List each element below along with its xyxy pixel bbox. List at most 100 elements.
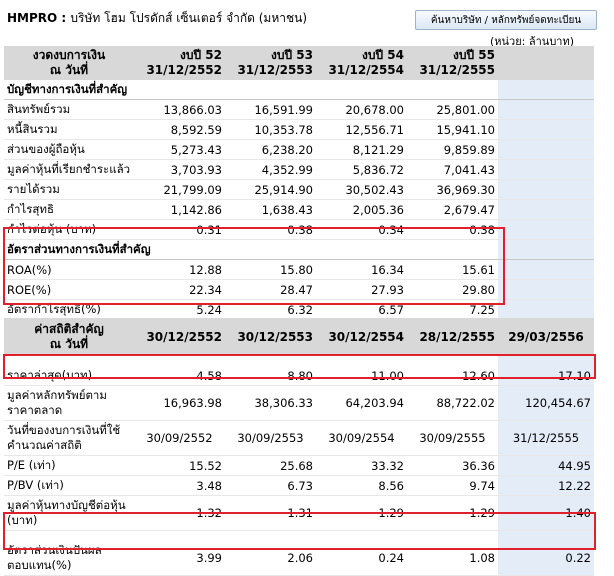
- column-header: งบปี 53 31/12/2553: [225, 46, 316, 80]
- empty-cell: [498, 530, 594, 541]
- table-cell: 4.58: [134, 366, 225, 386]
- empty-cell: [4, 356, 498, 366]
- table-cell: 64,203.94: [316, 385, 407, 421]
- table-cell: 2.06: [225, 541, 316, 576]
- table-row: ROE(%) 22.34 28.47 27.93 29.80: [4, 279, 594, 300]
- empty-cell: [498, 239, 594, 260]
- table-cell: 4,352.99: [225, 159, 316, 180]
- table-cell: อัตราส่วนเงินปันผลตอบแทน(%): [4, 541, 134, 576]
- table-cell: 16.34: [316, 259, 407, 280]
- table-cell: 0.38: [407, 219, 498, 240]
- table-cell: 120,454.67: [498, 385, 594, 421]
- header-text: 31/12/2554: [328, 63, 404, 77]
- title-bar: HMPRO : บริษัท โฮม โปรดักส์ เซ็นเตอร์ จำ…: [0, 0, 614, 48]
- table-cell: 10,353.78: [225, 119, 316, 140]
- table-cell: 1.08: [407, 541, 498, 576]
- table-cell: 0.22: [498, 541, 594, 576]
- header-text: ณ วันที่: [49, 337, 89, 351]
- table-cell: รายได้รวม: [4, 179, 134, 200]
- table-row: ส่วนของผู้ถือหุ้น 5,273.43 6,238.20 8,121.2…: [4, 139, 594, 160]
- header-text: งบปี 55: [453, 48, 495, 62]
- table-cell: 3.99: [134, 541, 225, 576]
- statistics-header: ค่าสถิติสำคัญณ วันที่: [4, 318, 134, 356]
- table-cell: 25.68: [225, 455, 316, 476]
- table-cell: 8.80: [225, 366, 316, 386]
- table-cell: 12.88: [134, 259, 225, 280]
- table-cell: 0.34: [316, 219, 407, 240]
- table-cell: 6,238.20: [225, 139, 316, 160]
- table-row: มูลค่าหุ้นที่เรียกชำระแล้ว 3,703.93 4,352.…: [4, 159, 594, 180]
- table-cell: ราคาล่าสุด(บาท): [4, 366, 134, 386]
- table-cell: 5,836.72: [316, 159, 407, 180]
- table-cell: 11.00: [316, 366, 407, 386]
- table-cell: 30/09/2553: [225, 420, 316, 456]
- section-header-accounts: บัญชีทางการเงินที่สำคัญ: [4, 80, 594, 100]
- table-cell: 30/09/2554: [316, 420, 407, 456]
- table-cell: 8.56: [316, 475, 407, 496]
- header-text: งบปี 54: [362, 48, 404, 62]
- empty-column-header: [498, 46, 594, 80]
- table-cell: P/BV (เท่า): [4, 475, 134, 496]
- table-cell: ส่วนของผู้ถือหุ้น: [4, 139, 134, 160]
- table-cell: วันที่ของงบการเงินที่ใช้คำนวณค่าสถิติ: [4, 420, 134, 456]
- table-cell: 31/12/2555: [498, 420, 594, 456]
- table-cell: 15.80: [225, 259, 316, 280]
- table-cell: 36.36: [407, 455, 498, 476]
- table-row: P/BV (เท่า) 3.48 6.73 8.56 9.74 12.22: [4, 475, 594, 496]
- table-cell: มูลค่าหุ้นทางบัญชีต่อหุ้น (บาท): [4, 495, 134, 531]
- statistics-header-row: ค่าสถิติสำคัญณ วันที่ 30/12/2552 30/12/2…: [4, 318, 594, 356]
- empty-cell: [498, 119, 594, 140]
- unit-label: (หน่วย: ล้านบาท): [490, 35, 575, 48]
- table-cell: 20,678.00: [316, 99, 407, 120]
- table-cell: 7,041.43: [407, 159, 498, 180]
- column-header: งบปี 52 31/12/2552: [134, 46, 225, 80]
- table-cell: 30/09/2555: [407, 420, 498, 456]
- empty-cell: [498, 279, 594, 300]
- table-cell: 12.60: [407, 366, 498, 386]
- table-cell: 0.31: [134, 219, 225, 240]
- header-text: 31/12/2555: [419, 63, 495, 77]
- section-header-ratios: อัตราส่วนทางการเงินที่สำคัญ: [4, 239, 594, 260]
- table-cell: 8,121.29: [316, 139, 407, 160]
- table-row: มูลค่าหุ้นทางบัญชีต่อหุ้น (บาท) 1.32 1.31 1…: [4, 495, 594, 531]
- table-cell: 5,273.43: [134, 139, 225, 160]
- header-text: งวดงบการเงิน: [32, 48, 106, 62]
- financial-table: งวดงบการเงินณ วันที่ งบปี 52 31/12/2552 ง…: [4, 46, 594, 330]
- table-cell: 22.34: [134, 279, 225, 300]
- table-cell: 3,703.93: [134, 159, 225, 180]
- table-row: หนี้สินรวม 8,592.59 10,353.78 12,556.71 15,9…: [4, 119, 594, 140]
- table-cell: กำไรสุทธิ: [4, 199, 134, 220]
- date-header: 30/12/2552: [134, 318, 225, 356]
- date-header: 30/12/2553: [225, 318, 316, 356]
- table-row: P/E (เท่า) 15.52 25.68 33.32 36.36 44.95: [4, 455, 594, 476]
- statistics-table: ค่าสถิติสำคัญณ วันที่ 30/12/2552 30/12/2…: [4, 318, 594, 576]
- table-cell: P/E (เท่า): [4, 455, 134, 476]
- table-cell: 27.93: [316, 279, 407, 300]
- table-cell: 7.25: [407, 299, 498, 320]
- empty-cell: [498, 99, 594, 120]
- table-row: สินทรัพย์รวม 13,866.03 16,591.99 20,678.00 2…: [4, 99, 594, 120]
- empty-cell: [498, 199, 594, 220]
- table-cell: ROE(%): [4, 279, 134, 300]
- company-name: บริษัท โฮม โปรดักส์ เซ็นเตอร์ จำกัด (มหา…: [70, 11, 308, 25]
- empty-cell: [498, 219, 594, 240]
- date-header: 28/12/2555: [407, 318, 498, 356]
- table-row: อัตรากำไรสุทธิ(%) 5.24 6.32 6.57 7.25: [4, 299, 594, 320]
- table-cell: 1.31: [225, 495, 316, 531]
- table-cell: 6.57: [316, 299, 407, 320]
- search-company-button[interactable]: ค้นหาบริษัท / หลักทรัพย์จดทะเบียน: [415, 10, 597, 30]
- table-cell: 29.80: [407, 279, 498, 300]
- empty-cell: [498, 179, 594, 200]
- header-text: งบปี 53: [271, 48, 313, 62]
- empty-cell: [498, 259, 594, 280]
- empty-cell: [498, 299, 594, 320]
- header-text: งบปี 52: [180, 48, 222, 62]
- table-cell: 8,592.59: [134, 119, 225, 140]
- company-title: HMPRO : บริษัท โฮม โปรดักส์ เซ็นเตอร์ จำ…: [7, 9, 307, 28]
- table-cell: บัญชีทางการเงินที่สำคัญ: [4, 80, 498, 100]
- empty-cell: [498, 139, 594, 160]
- empty-cell: [498, 159, 594, 180]
- table-cell: 38,306.33: [225, 385, 316, 421]
- table-row: กำไรสุทธิ 1,142.86 1,638.43 2,005.36 2,679.4…: [4, 199, 594, 220]
- table-cell: 88,722.02: [407, 385, 498, 421]
